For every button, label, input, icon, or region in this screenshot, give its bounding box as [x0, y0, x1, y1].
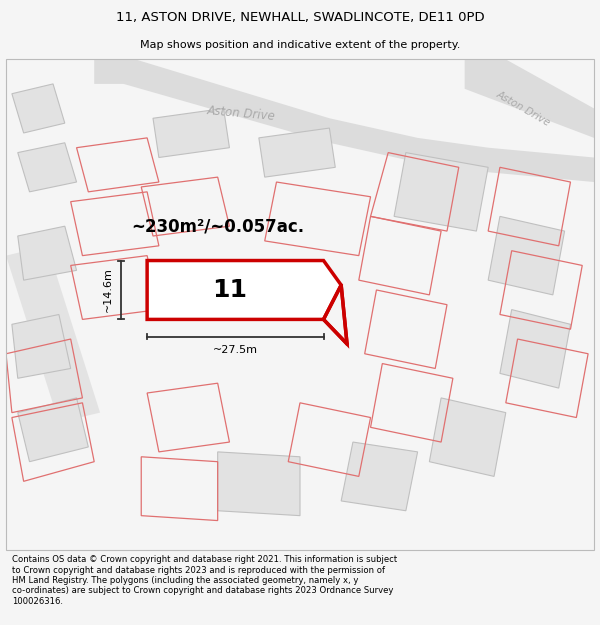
- Polygon shape: [259, 128, 335, 177]
- Polygon shape: [218, 452, 300, 516]
- Polygon shape: [341, 442, 418, 511]
- Polygon shape: [430, 398, 506, 476]
- Text: Aston Drive: Aston Drive: [206, 104, 276, 122]
- Text: ~14.6m: ~14.6m: [103, 268, 113, 312]
- Text: Map shows position and indicative extent of the property.: Map shows position and indicative extent…: [140, 40, 460, 50]
- Polygon shape: [18, 398, 88, 462]
- Polygon shape: [488, 216, 565, 295]
- Text: Contains OS data © Crown copyright and database right 2021. This information is : Contains OS data © Crown copyright and d…: [12, 555, 397, 606]
- Polygon shape: [394, 152, 488, 231]
- Polygon shape: [153, 109, 229, 158]
- Polygon shape: [18, 226, 77, 280]
- Polygon shape: [18, 142, 77, 192]
- Polygon shape: [147, 261, 341, 319]
- Polygon shape: [94, 59, 594, 182]
- Polygon shape: [12, 84, 65, 133]
- Polygon shape: [500, 309, 571, 388]
- Text: ~27.5m: ~27.5m: [213, 346, 258, 356]
- Text: 11, ASTON DRIVE, NEWHALL, SWADLINCOTE, DE11 0PD: 11, ASTON DRIVE, NEWHALL, SWADLINCOTE, D…: [116, 11, 484, 24]
- Polygon shape: [12, 314, 71, 378]
- Text: ~230m²/~0.057ac.: ~230m²/~0.057ac.: [131, 217, 304, 235]
- Polygon shape: [6, 246, 100, 422]
- Polygon shape: [464, 59, 594, 138]
- Text: 11: 11: [212, 278, 247, 302]
- Text: Aston Drive: Aston Drive: [495, 89, 552, 128]
